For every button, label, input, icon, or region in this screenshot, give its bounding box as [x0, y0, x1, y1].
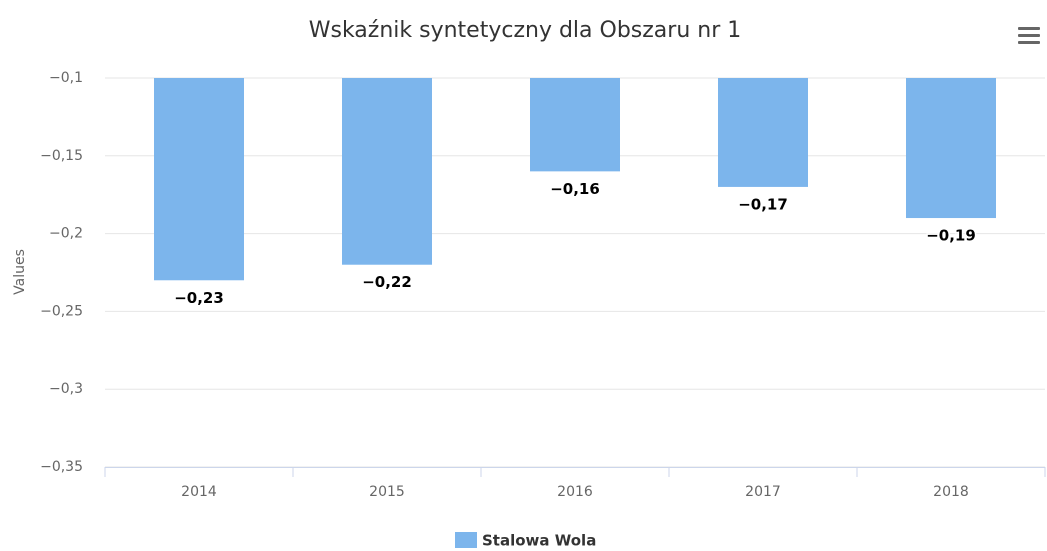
y-tick-label: −0,2: [49, 226, 83, 242]
data-label: −0,22: [362, 273, 412, 291]
x-tick-label: 2016: [557, 484, 593, 500]
y-tick-label: −0,25: [40, 303, 83, 319]
legend-label: Stalowa Wola: [482, 532, 596, 550]
menu-bar[interactable]: [1018, 27, 1040, 30]
y-tick-label: −0,15: [40, 148, 83, 164]
y-tick-label: −0,35: [40, 459, 83, 475]
menu-button[interactable]: [1018, 27, 1040, 44]
data-label: −0,17: [738, 195, 788, 213]
menu-bar[interactable]: [1018, 34, 1040, 37]
x-tick-label: 2018: [933, 484, 969, 500]
menu-bar[interactable]: [1018, 41, 1040, 44]
data-label: −0,19: [926, 227, 976, 245]
bar: [718, 78, 808, 187]
y-tick-label: −0,1: [49, 70, 83, 86]
y-axis-title: Values: [12, 249, 28, 295]
bar: [342, 78, 432, 265]
chart-title: Wskaźnik syntetyczny dla Obszaru nr 1: [309, 18, 742, 43]
x-tick-label: 2014: [181, 484, 217, 500]
y-tick-label: −0,3: [49, 381, 83, 397]
x-tick-label: 2017: [745, 484, 781, 500]
x-tick-label: 2015: [369, 484, 405, 500]
legend-swatch: [455, 532, 477, 548]
bar: [530, 78, 620, 172]
data-label: −0,23: [174, 289, 224, 307]
bar: [906, 78, 996, 219]
data-label: −0,16: [550, 180, 600, 198]
bar: [154, 78, 244, 281]
